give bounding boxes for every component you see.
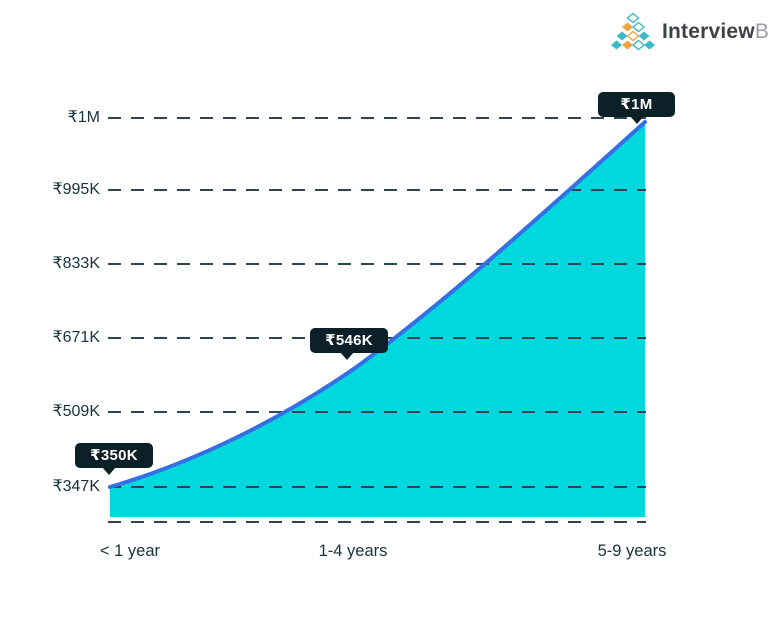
x-label-1-4-years: 1-4 years: [318, 542, 388, 560]
brand-name-primary: Interview: [662, 20, 755, 43]
y-tick-509k: ₹509K: [52, 403, 100, 420]
data-label-546k: ₹546K: [310, 328, 388, 360]
data-label-1m: ₹1M: [598, 92, 675, 124]
chart-gridlines: [108, 117, 646, 523]
brand-name-secondary: Bit: [754, 20, 768, 43]
x-label-5-9-years: 5-9 years: [597, 542, 667, 560]
y-tick-347k: ₹347K: [52, 478, 100, 495]
y-tick-833k: ₹833K: [52, 255, 100, 272]
interviewbit-logo: InterviewBit: [610, 12, 768, 52]
y-tick-995k: ₹995K: [52, 181, 100, 198]
x-label-lt-1-year: < 1 year: [99, 542, 161, 560]
chart-area-fill: [110, 122, 645, 517]
interviewbit-logo-icon: [611, 12, 655, 51]
chart-trend-line: [108, 120, 647, 489]
data-label-350k: ₹350K: [75, 443, 153, 475]
y-tick-671k: ₹671K: [52, 329, 100, 346]
y-tick-1m: ₹1M: [67, 109, 100, 126]
brand-name: InterviewBit: [662, 20, 768, 44]
